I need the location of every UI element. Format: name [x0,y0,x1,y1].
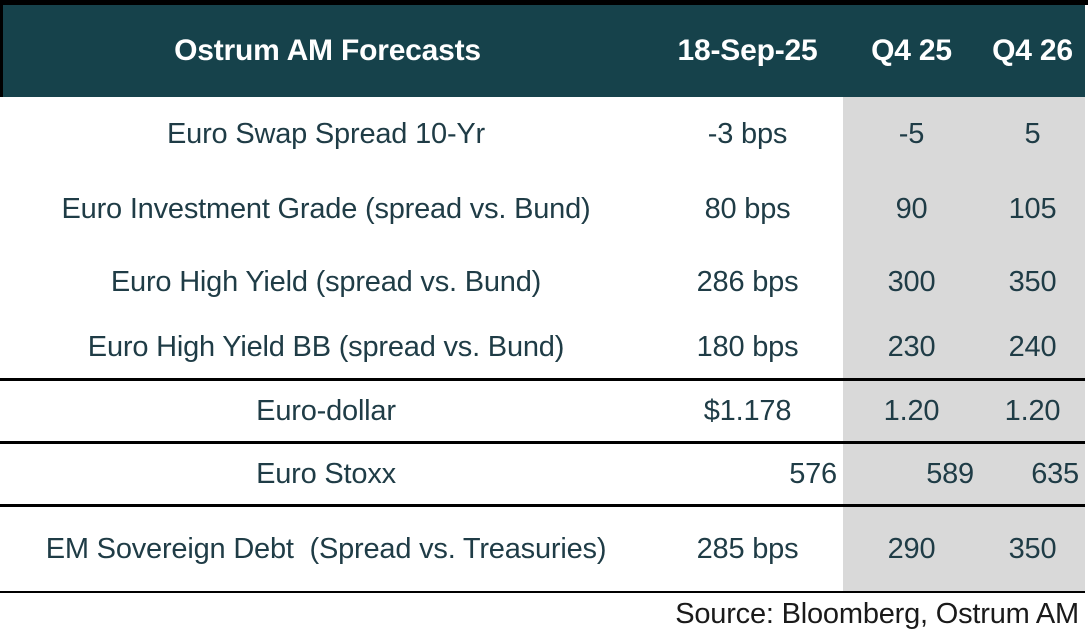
row-label: Euro Investment Grade (spread vs. Bund) [61,193,591,225]
current-value: 180 bps [696,331,799,363]
source-note: Source: Bloomberg, Ostrum AM [675,598,1079,630]
top-border [0,0,1088,5]
row-label: Euro Swap Spread 10-Yr [167,118,485,150]
table-row: Euro Investment Grade (spread vs. Bund) … [0,172,1085,247]
forecast-columns-shading [843,97,1085,591]
table-row: Euro Swap Spread 10-Yr -3 bps -5 5 [0,97,1085,172]
q4-26-forecast: 105 [1008,193,1057,225]
q4-25-forecast: 90 [895,193,928,225]
source-row: Source: Bloomberg, Ostrum AM [0,593,1085,636]
row-label: Euro Stoxx [256,457,396,490]
row-label: Euro High Yield BB (spread vs. Bund) [87,331,565,363]
current-value: 285 bps [696,532,799,565]
current-value: 286 bps [696,265,799,298]
q4-26-forecast: 635 [1031,457,1079,490]
current-value: -3 bps [707,118,788,150]
row-label: Euro-dollar [256,394,396,427]
q4-26-forecast: 1.20 [1004,394,1061,427]
q4-26-forecast: 350 [1008,532,1057,565]
q4-26-forecast: 350 [1008,265,1057,298]
column-header-q4-25: Q4 25 [871,34,952,67]
divider [0,378,1085,381]
current-value: $1.178 [703,394,792,427]
q4-26-forecast: 240 [1008,331,1057,363]
table-row: EM Sovereign Debt (Spread vs. Treasuries… [0,507,1085,591]
table-row: Euro-dollar $1.178 1.20 1.20 [0,381,1085,441]
divider [0,441,1085,444]
table-row: Euro High Yield BB (spread vs. Bund) 180… [0,317,1085,378]
table-row: Euro Stoxx 576 589 635 [0,444,1085,504]
left-border [0,5,3,97]
q4-26-forecast: 5 [1024,118,1041,150]
q4-25-forecast: 589 [926,457,974,490]
q4-25-forecast: 300 [887,265,936,298]
row-label: EM Sovereign Debt (Spread vs. Treasuries… [45,532,607,565]
q4-25-forecast: 1.20 [883,394,940,427]
q4-25-forecast: 290 [887,532,936,565]
q4-25-forecast: -5 [898,118,925,150]
column-header-current-date: 18-Sep-25 [677,34,818,67]
table-row: Euro High Yield (spread vs. Bund) 286 bp… [0,247,1085,317]
table-header-row: Ostrum AM Forecasts 18-Sep-25 Q4 25 Q4 2… [3,5,1085,97]
column-header-q4-26: Q4 26 [992,34,1073,67]
divider [0,591,1085,593]
current-value: 576 [789,457,837,490]
q4-25-forecast: 230 [887,331,936,363]
table-title: Ostrum AM Forecasts [174,34,481,67]
row-label: Euro High Yield (spread vs. Bund) [110,265,542,298]
table-body: Euro Swap Spread 10-Yr -3 bps -5 5 Euro … [0,97,1085,636]
divider [0,504,1085,507]
current-value: 80 bps [704,193,791,225]
